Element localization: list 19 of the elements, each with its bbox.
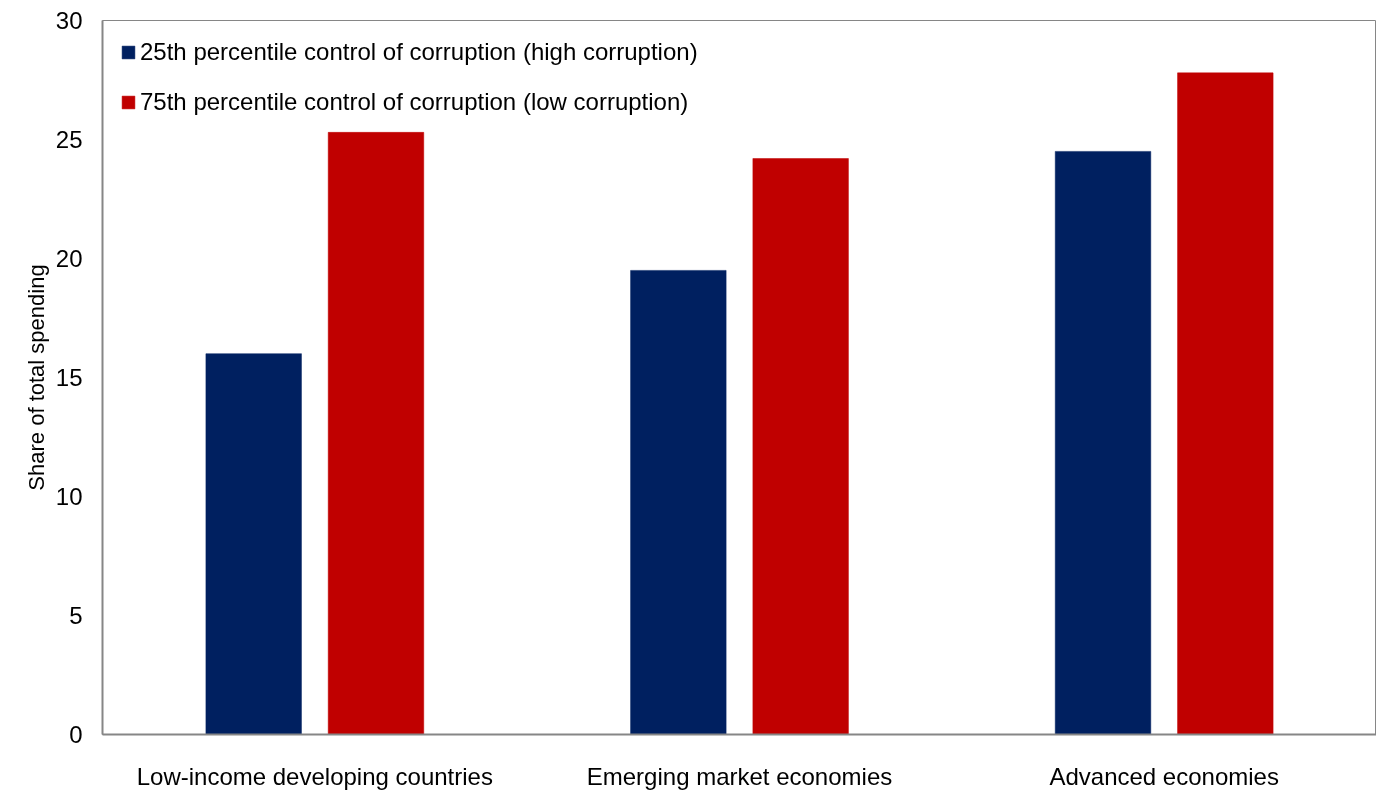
y-tick-label: 10 — [55, 483, 83, 510]
bar — [1054, 151, 1152, 735]
bar — [1177, 72, 1274, 735]
y-tick-label: 30 — [55, 7, 83, 34]
y-axis-title: Share of total spending — [23, 264, 49, 491]
bar — [205, 353, 302, 735]
x-tick-label: Emerging market economies — [586, 762, 893, 790]
legend-label: 75th percentile control of corruption (low corruption) — [140, 88, 689, 116]
legend-label: 25th percentile control of corruption (high corruption) — [140, 38, 698, 66]
y-tick-label: 15 — [55, 364, 83, 391]
y-tick-label: 5 — [69, 602, 83, 629]
bar — [327, 132, 425, 735]
y-tick-label: 0 — [69, 721, 83, 748]
bar — [630, 270, 727, 735]
y-tick-label: 25 — [55, 126, 83, 153]
x-tick-label: Low-income developing countries — [136, 762, 493, 790]
x-tick-label: Advanced economies — [1049, 762, 1279, 790]
bar — [752, 158, 849, 735]
y-tick-label: 20 — [55, 245, 83, 272]
